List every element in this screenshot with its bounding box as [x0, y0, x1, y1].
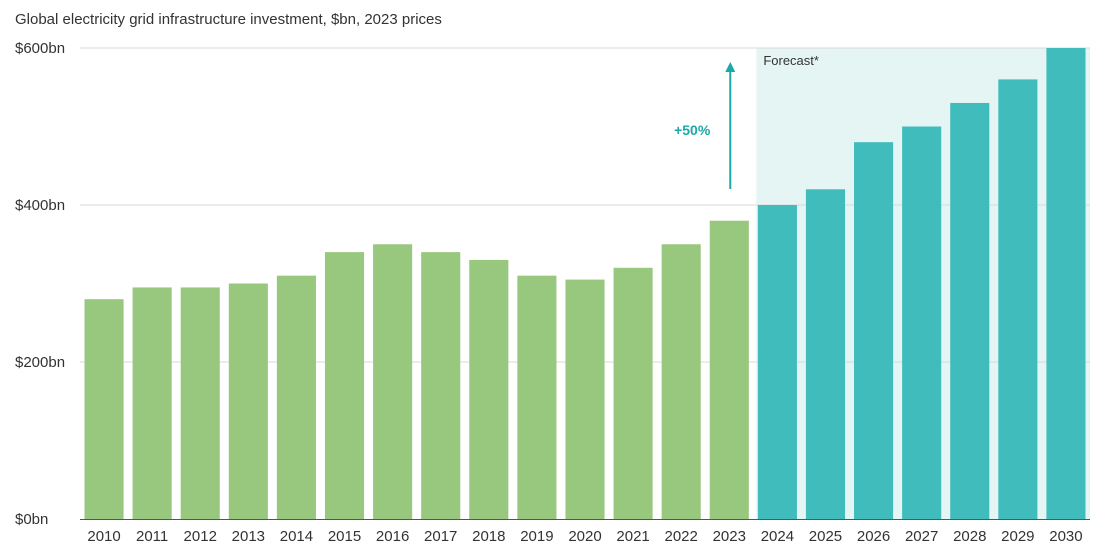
historical-bar [180, 287, 220, 519]
historical-bar [613, 267, 653, 519]
x-tick-label: 2015 [328, 528, 361, 545]
x-tick-label: 2027 [905, 528, 938, 545]
x-tick-label: 2024 [761, 528, 794, 545]
x-tick-label: 2017 [424, 528, 457, 545]
x-tick-label: 2026 [857, 528, 890, 545]
historical-bar [373, 244, 413, 519]
historical-bar [469, 259, 509, 519]
x-tick-label: 2029 [1001, 528, 1034, 545]
forecast-bar [854, 142, 894, 519]
y-tick-label: $600bn [15, 40, 65, 57]
x-tick-label: 2016 [376, 528, 409, 545]
forecast-bar [902, 126, 942, 519]
x-tick-label: 2030 [1049, 528, 1082, 545]
forecast-bar [950, 102, 990, 519]
historical-bar [132, 287, 172, 519]
y-tick-label: $0bn [15, 511, 48, 528]
historical-bar [276, 275, 316, 519]
historical-bar [661, 244, 701, 519]
historical-bar [84, 299, 124, 519]
chart-title: Global electricity grid infrastructure i… [15, 11, 442, 28]
x-tick-label: 2025 [809, 528, 842, 545]
forecast-label: Forecast* [763, 53, 819, 68]
x-tick-label: 2012 [184, 528, 217, 545]
historical-bar [324, 252, 365, 519]
forecast-bar [1046, 48, 1086, 519]
x-tick-label: 2010 [87, 528, 120, 545]
x-tick-label: 2013 [232, 528, 265, 545]
historical-bar [228, 283, 268, 519]
growth-arrow-head [725, 62, 736, 72]
x-tick-label: 2028 [953, 528, 986, 545]
historical-bar [421, 252, 461, 519]
x-tick-label: 2021 [616, 528, 649, 545]
x-tick-label: 2022 [665, 528, 698, 545]
historical-bar [565, 279, 605, 519]
forecast-bar [757, 205, 797, 519]
x-tick-label: 2014 [280, 528, 313, 545]
x-tick-label: 2019 [520, 528, 553, 545]
forecast-bar [805, 189, 846, 520]
x-tick-label: 2020 [568, 528, 601, 545]
forecast-bar [998, 79, 1038, 520]
historical-bar [709, 220, 749, 519]
y-tick-label: $400bn [15, 197, 65, 214]
growth-label: +50% [674, 122, 711, 138]
x-tick-label: 2018 [472, 528, 505, 545]
x-tick-label: 2023 [713, 528, 746, 545]
y-tick-label: $200bn [15, 354, 65, 371]
historical-bar [517, 275, 557, 519]
x-tick-label: 2011 [136, 528, 168, 545]
